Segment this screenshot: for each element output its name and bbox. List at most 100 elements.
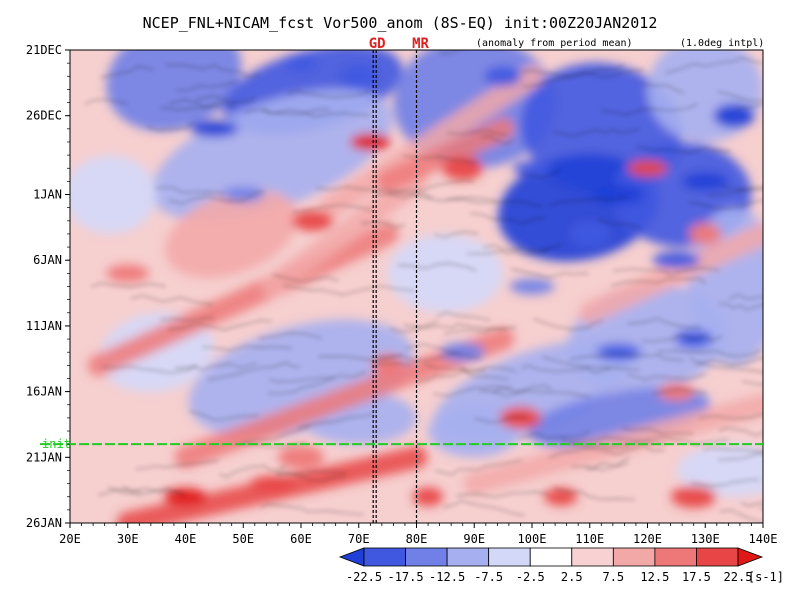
colorbar-level-label: -22.5 [346, 570, 382, 584]
field-trough [509, 278, 555, 295]
contour-line [719, 427, 763, 436]
contour-line [276, 471, 347, 476]
contour-line [657, 349, 762, 357]
contour-line [292, 204, 373, 213]
marker-label-mr: MR [412, 36, 429, 52]
x-tick-label: 30E [117, 532, 139, 546]
field-trough [652, 251, 701, 270]
field-trough [512, 161, 552, 176]
field-peak [658, 382, 695, 401]
contour-line [202, 345, 292, 351]
contour-line [698, 414, 763, 419]
field-trough [484, 66, 522, 87]
colorbar-bin-high [737, 547, 764, 567]
chart-title: NCEP_FNL+NICAM_fcst Vor500_anom (8S-EQ) … [143, 14, 658, 32]
contour-line [154, 186, 225, 194]
contour-line [160, 105, 222, 111]
contour-line [719, 303, 763, 311]
field-peak [412, 487, 444, 507]
contour-line [689, 357, 763, 373]
contour-line [688, 200, 763, 209]
x-tick-label: 110E [575, 532, 604, 546]
contour-line [548, 445, 629, 459]
y-axis: 21DEC 26DEC 1JAN 6JAN 11JAN 16JAN 21JAN 26JAN [26, 43, 70, 530]
contour-line [207, 362, 300, 381]
contour-line [262, 108, 370, 117]
field-peak [627, 160, 668, 177]
contour-line [518, 431, 590, 439]
contour-line [419, 370, 509, 383]
field-peak [291, 210, 334, 232]
contour-line [160, 317, 215, 322]
x-tick-label: 40E [175, 532, 197, 546]
field-region [70, 155, 157, 234]
contour-line [372, 362, 412, 366]
contour-line [569, 443, 665, 455]
contour-line [691, 479, 760, 487]
contour-line [219, 465, 287, 478]
contour-line [443, 499, 525, 516]
contour-line [287, 90, 371, 98]
colorbar-bin-low [338, 547, 365, 567]
init-label: init [42, 437, 71, 451]
field-trough [285, 54, 317, 73]
contour-line [98, 489, 141, 496]
field-peak [277, 445, 325, 469]
contour-line [437, 311, 491, 321]
contour-line [741, 502, 763, 507]
contour-line [552, 128, 639, 137]
contour-line [435, 459, 522, 476]
field-trough [713, 103, 755, 128]
x-tick-label: 100E [518, 532, 547, 546]
y-tick-label: 16JAN [26, 385, 62, 399]
contour-line [759, 507, 763, 509]
contour-line [611, 278, 706, 287]
colorbar-level-label: 22.5 [724, 570, 753, 584]
contour-line [636, 146, 731, 154]
contour-line [168, 99, 237, 108]
contour-line [474, 416, 527, 423]
contour-line [433, 231, 478, 238]
colorbar-level-label: -2.5 [516, 570, 545, 584]
field-band [376, 117, 515, 193]
contour-line [318, 354, 402, 361]
contour-line [522, 69, 645, 88]
contour-line [480, 136, 514, 145]
contour-line [533, 318, 603, 330]
x-tick-label: 140E [749, 532, 778, 546]
contour-line [665, 57, 763, 74]
contour-line [297, 413, 375, 429]
y-tick-label: 21JAN [26, 450, 62, 464]
contour-line [168, 319, 272, 331]
contour-line [107, 487, 186, 496]
contour-line [479, 390, 591, 398]
contour-line [493, 385, 552, 394]
x-tick-label: 60E [290, 532, 312, 546]
contour-line [467, 247, 550, 255]
contour-line [258, 332, 323, 339]
contour-line [136, 460, 219, 470]
contour-line [469, 213, 545, 225]
contour-line [377, 352, 481, 361]
x-tick-label: 50E [232, 532, 254, 546]
colorbar-bin [612, 547, 656, 567]
y-tick-label: 26JAN [26, 516, 62, 530]
field-region [151, 89, 393, 221]
field-region [165, 189, 299, 278]
colorbar-bin [529, 547, 573, 567]
contour-line [269, 377, 335, 383]
field-region [387, 233, 504, 313]
colorbar-level-label: 2.5 [561, 570, 583, 584]
contour-line [521, 365, 612, 374]
colorbar-bin [488, 547, 531, 567]
y-tick-label: 6JAN [33, 253, 62, 267]
contour-line [403, 323, 517, 330]
x-tick-label: 130E [691, 532, 720, 546]
field-peak [544, 487, 578, 506]
contour-line [315, 186, 433, 199]
contour-line [702, 447, 763, 453]
contour-line [195, 95, 256, 103]
field-peak [106, 264, 150, 283]
field-peak [250, 475, 295, 492]
field-trough [682, 173, 729, 190]
